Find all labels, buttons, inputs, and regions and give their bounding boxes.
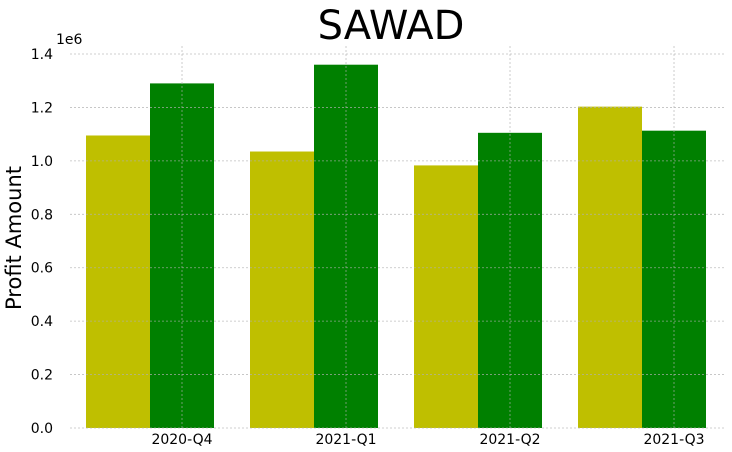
bars [86, 64, 706, 429]
bar [86, 135, 150, 429]
y-tick-label: 0.2 [31, 368, 53, 384]
tick-labels: 0.0 0.2 0.4 0.6 0.8 1.0 1.2 1.4 2020-Q4 2021-Q1 20… [31, 47, 705, 448]
bar [578, 106, 642, 428]
y-tick-label: 0.8 [31, 207, 53, 223]
y-tick-label: 0.0 [31, 421, 53, 437]
y-axis-label: Profit Amount [2, 166, 26, 310]
x-tick-label: 2021-Q3 [643, 432, 704, 448]
x-tick-label: 2021-Q1 [315, 432, 376, 448]
y-tick-label: 1.4 [31, 47, 53, 63]
x-tick-label: 2020-Q4 [151, 432, 212, 448]
y-tick-label: 1.0 [31, 154, 53, 170]
x-tick-label: 2021-Q2 [479, 432, 540, 448]
bar [414, 165, 478, 428]
grid-lines [70, 46, 726, 429]
y-offset-label: 1e6 [56, 32, 83, 48]
bar [250, 151, 314, 428]
y-tick-label: 0.6 [31, 261, 53, 277]
y-tick-label: 1.2 [31, 100, 53, 116]
chart-title: SAWAD [318, 3, 465, 49]
y-tick-label: 0.4 [31, 314, 53, 330]
